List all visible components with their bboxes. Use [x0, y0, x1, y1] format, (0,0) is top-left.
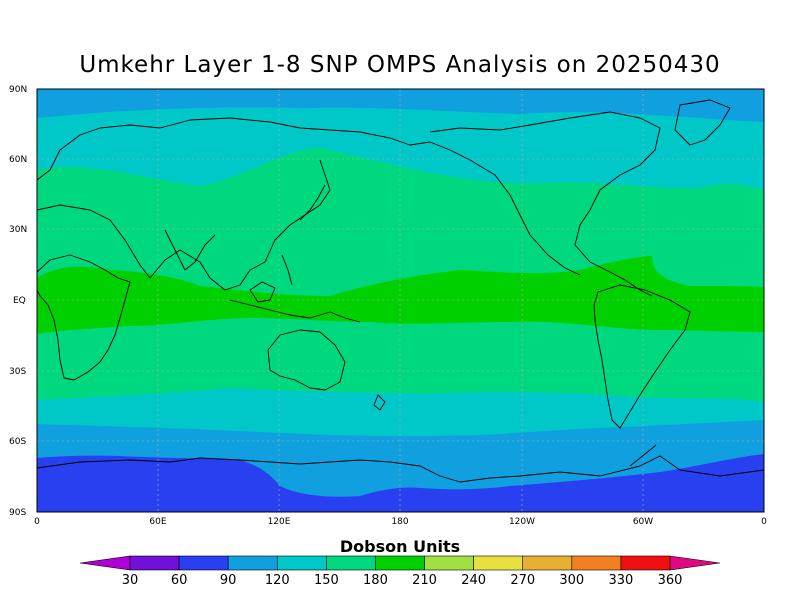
- coast-antarctic-peninsula: [629, 444, 657, 467]
- band-temperate: [37, 148, 764, 405]
- coast-borneo: [249, 281, 276, 303]
- colorbar: [79, 555, 721, 571]
- colorbar-level-label: 330: [608, 573, 633, 588]
- x-tick-label: 120W: [509, 517, 535, 527]
- colorbar-level-label: 240: [461, 573, 486, 588]
- plot-frame: [36, 88, 765, 513]
- coast-antarctica: [37, 455, 764, 483]
- y-tick-label: 30N: [9, 225, 27, 235]
- colorbar-level-label: 210: [412, 573, 437, 588]
- colorbar-level-label: 90: [220, 573, 237, 588]
- band-antarctic: [37, 454, 764, 512]
- coast-eurasia-north: [37, 117, 471, 181]
- x-tick-label: 60E: [149, 517, 166, 527]
- colorbar-level-label: 150: [314, 573, 339, 588]
- coast-new-zealand: [373, 394, 386, 411]
- y-tick-label: 90S: [9, 508, 26, 518]
- x-axis: 0 60E 120E 180 120W 60W 0: [34, 517, 767, 527]
- colorbar-arrow-low: [79, 555, 131, 571]
- x-tick-label: 0: [761, 517, 767, 527]
- colorbar-swatch: [375, 555, 425, 571]
- y-tick-label: 60S: [9, 437, 26, 447]
- x-tick-label: 0: [34, 517, 40, 527]
- colorbar-level-label: 180: [363, 573, 388, 588]
- y-tick-label: 60N: [9, 155, 27, 165]
- coast-north-america: [429, 111, 661, 297]
- coast-eurasia-south: [37, 159, 331, 291]
- colorbar-arrow-high: [669, 555, 721, 571]
- colorbar-swatch: [178, 555, 229, 571]
- colorbar-level-label: 30: [122, 573, 139, 588]
- colorbar-level-label: 300: [559, 573, 584, 588]
- band-equatorial: [37, 256, 764, 334]
- coast-japan: [299, 184, 326, 221]
- colorbar-level-label: 270: [510, 573, 535, 588]
- colorbar-swatch: [227, 555, 278, 571]
- colorbar-level-label: 120: [265, 573, 290, 588]
- y-axis: 90N 60N 30N EQ 30S 60S 90S: [9, 85, 27, 518]
- colorbar-swatch: [522, 555, 573, 571]
- coast-indonesia: [229, 299, 361, 323]
- map-title: Umkehr Layer 1-8 SNP OMPS Analysis on 20…: [79, 52, 721, 78]
- colorbar-level-label: 60: [171, 573, 188, 588]
- ozone-field: [37, 89, 764, 512]
- colorbar-swatch: [571, 555, 622, 571]
- coast-greenland: [674, 99, 731, 146]
- colorbar-swatch: [424, 555, 474, 571]
- colorbar-swatch: [129, 555, 180, 571]
- colorbar-swatch: [620, 555, 671, 571]
- colorbar-labels: 30 60 90 120 150 180 210 240 270 300 330 360: [122, 573, 683, 588]
- colorbar-swatch: [473, 555, 524, 571]
- coast-north-america-west: [469, 159, 581, 276]
- colorbar-level-label: 360: [658, 573, 683, 588]
- colorbar-title: Dobson Units: [339, 537, 461, 556]
- coast-india: [164, 229, 216, 271]
- y-tick-label: 30S: [9, 367, 26, 377]
- x-tick-label: 120E: [268, 517, 291, 527]
- x-tick-label: 60W: [633, 517, 653, 527]
- y-tick-label: EQ: [13, 296, 26, 306]
- x-tick-label: 180: [391, 517, 408, 527]
- band-north-high: [37, 107, 764, 200]
- colorbar-swatch: [276, 555, 327, 571]
- grid-lines: [37, 89, 764, 512]
- coastlines: [37, 99, 764, 483]
- colorbar-swatch: [326, 555, 376, 571]
- coast-australia: [267, 329, 346, 391]
- coast-south-america: [593, 284, 691, 429]
- coast-philippines: [281, 254, 293, 286]
- coast-africa: [37, 254, 131, 381]
- y-tick-label: 90N: [9, 85, 27, 95]
